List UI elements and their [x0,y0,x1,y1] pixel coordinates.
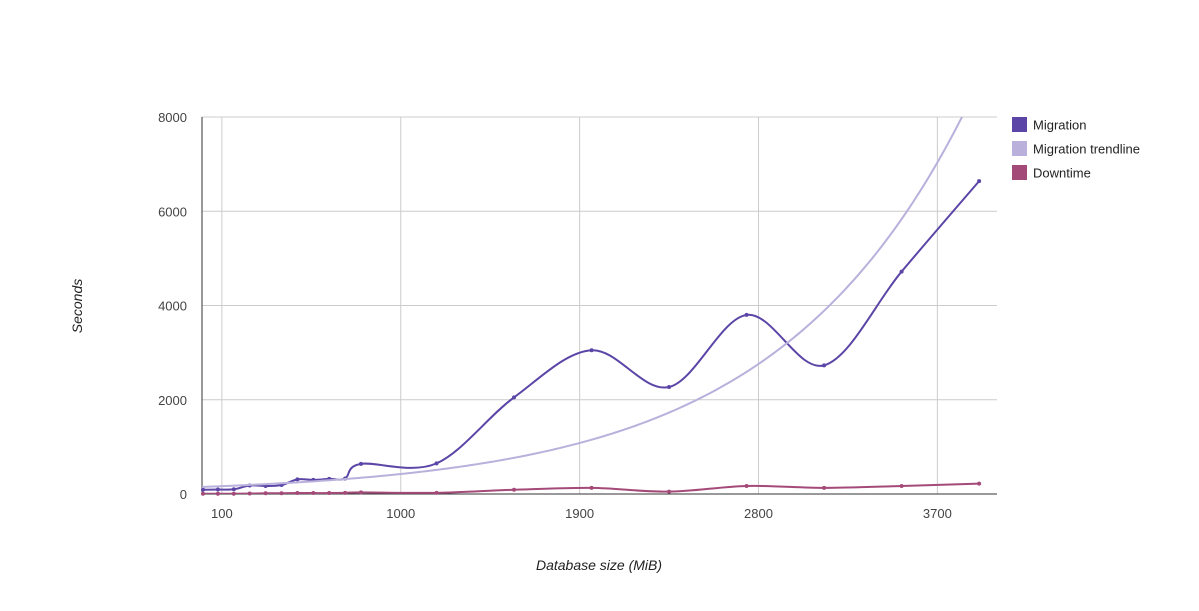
y-tick-label: 2000 [158,393,187,408]
y-tick-label: 4000 [158,299,187,314]
downtime-point [744,483,749,488]
y-axis-tick-labels: 0 2000 4000 6000 8000 [158,110,187,502]
downtime-point [512,487,517,492]
migration-point [744,312,749,317]
downtime-point [822,485,827,490]
y-tick-label: 8000 [158,110,187,125]
x-tick-label: 3700 [923,506,952,521]
migration-line [202,180,980,491]
downtime-point [231,491,236,496]
legend-label: Migration [1033,118,1086,133]
downtime-point [311,491,316,496]
series-lines [200,117,982,496]
migration-point [359,461,363,466]
downtime-point [977,481,982,486]
x-tick-label: 1900 [565,506,594,521]
migration-point [899,269,904,274]
legend-item: Migration trendline [1012,141,1140,157]
migration-point [589,348,594,353]
migration-point [667,385,672,390]
migration-trendline-line [202,117,964,488]
migration-point [215,487,220,492]
x-axis-title: Database size (MiB) [536,557,662,573]
legend-label: Downtime [1033,166,1091,181]
grid-lines [202,116,997,494]
downtime-point [327,491,332,496]
x-tick-label: 2800 [744,506,773,521]
downtime-point [263,491,268,496]
axes [201,117,997,495]
migration-point [977,179,982,184]
x-tick-label: 100 [211,506,233,521]
migration-point [434,461,439,466]
migration-point [512,395,517,400]
y-axis-title: Seconds [69,279,85,333]
legend: Migration Migration trendline Downtime [1012,117,1140,181]
legend-item: Migration [1012,117,1086,133]
legend-label: Migration trendline [1033,142,1140,157]
migration-point [822,363,827,368]
legend-item: Downtime [1012,165,1091,181]
x-axis-tick-labels: 100 1000 1900 2800 3700 [211,506,952,521]
migration-point [295,477,300,482]
downtime-point [247,491,252,496]
y-tick-label: 0 [180,487,187,502]
downtime-point [343,490,348,495]
downtime-point [295,491,300,496]
downtime-point [667,489,672,494]
downtime-point [899,483,904,488]
downtime-point [589,485,594,490]
legend-swatch [1012,141,1027,156]
downtime-point [359,490,363,495]
migration-point [200,487,205,492]
x-tick-label: 1000 [386,506,415,521]
downtime-point [279,491,284,496]
legend-swatch [1012,165,1027,180]
downtime-point [434,490,439,495]
migration-point [231,487,236,492]
downtime-point [200,491,205,496]
legend-swatch [1012,117,1027,132]
y-tick-label: 6000 [158,204,187,219]
downtime-point [215,491,220,496]
